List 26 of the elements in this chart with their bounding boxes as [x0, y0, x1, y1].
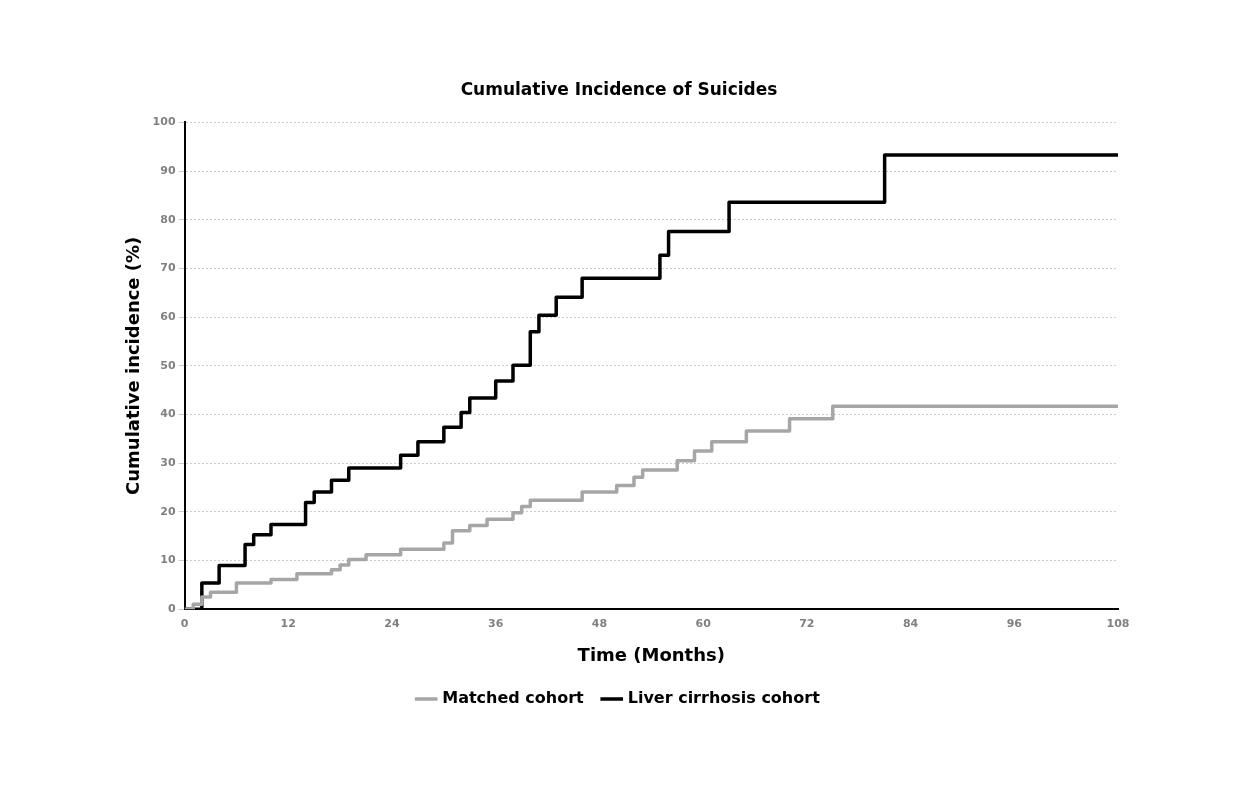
y-tick-label: 70: [160, 261, 176, 275]
y-tick-label: 60: [160, 309, 176, 323]
x-tick-label: 24: [384, 616, 400, 630]
x-tick-label: 60: [695, 616, 712, 630]
legend-label: Matched cohort: [442, 688, 585, 708]
y-axis-title: Cumulative incidence (%): [122, 236, 144, 495]
legend-label: Liver cirrhosis cohort: [627, 688, 821, 708]
x-axis-title: Time (Months): [577, 643, 725, 665]
y-tick-label: 20: [160, 504, 176, 518]
y-tick-label: 10: [160, 553, 176, 567]
x-tick-label: 84: [902, 616, 919, 630]
x-tick-label: 36: [488, 616, 504, 630]
y-tick-label: 90: [160, 163, 176, 177]
y-tick-label: 0: [167, 602, 176, 616]
x-tick-label: 108: [1106, 616, 1130, 630]
y-tick-label: 50: [160, 358, 176, 372]
x-tick-label: 48: [591, 616, 608, 630]
x-tick-label: 96: [1006, 616, 1023, 630]
y-tick-label: 80: [160, 212, 176, 226]
x-tick-label: 0: [180, 616, 189, 630]
x-tick-label: 72: [799, 616, 815, 630]
chart-title: Cumulative Incidence of Suicides: [460, 78, 778, 99]
x-tick-label: 12: [280, 616, 296, 630]
y-tick-label: 100: [152, 115, 176, 129]
y-tick-label: 30: [160, 456, 176, 470]
y-tick-label: 40: [160, 407, 176, 421]
